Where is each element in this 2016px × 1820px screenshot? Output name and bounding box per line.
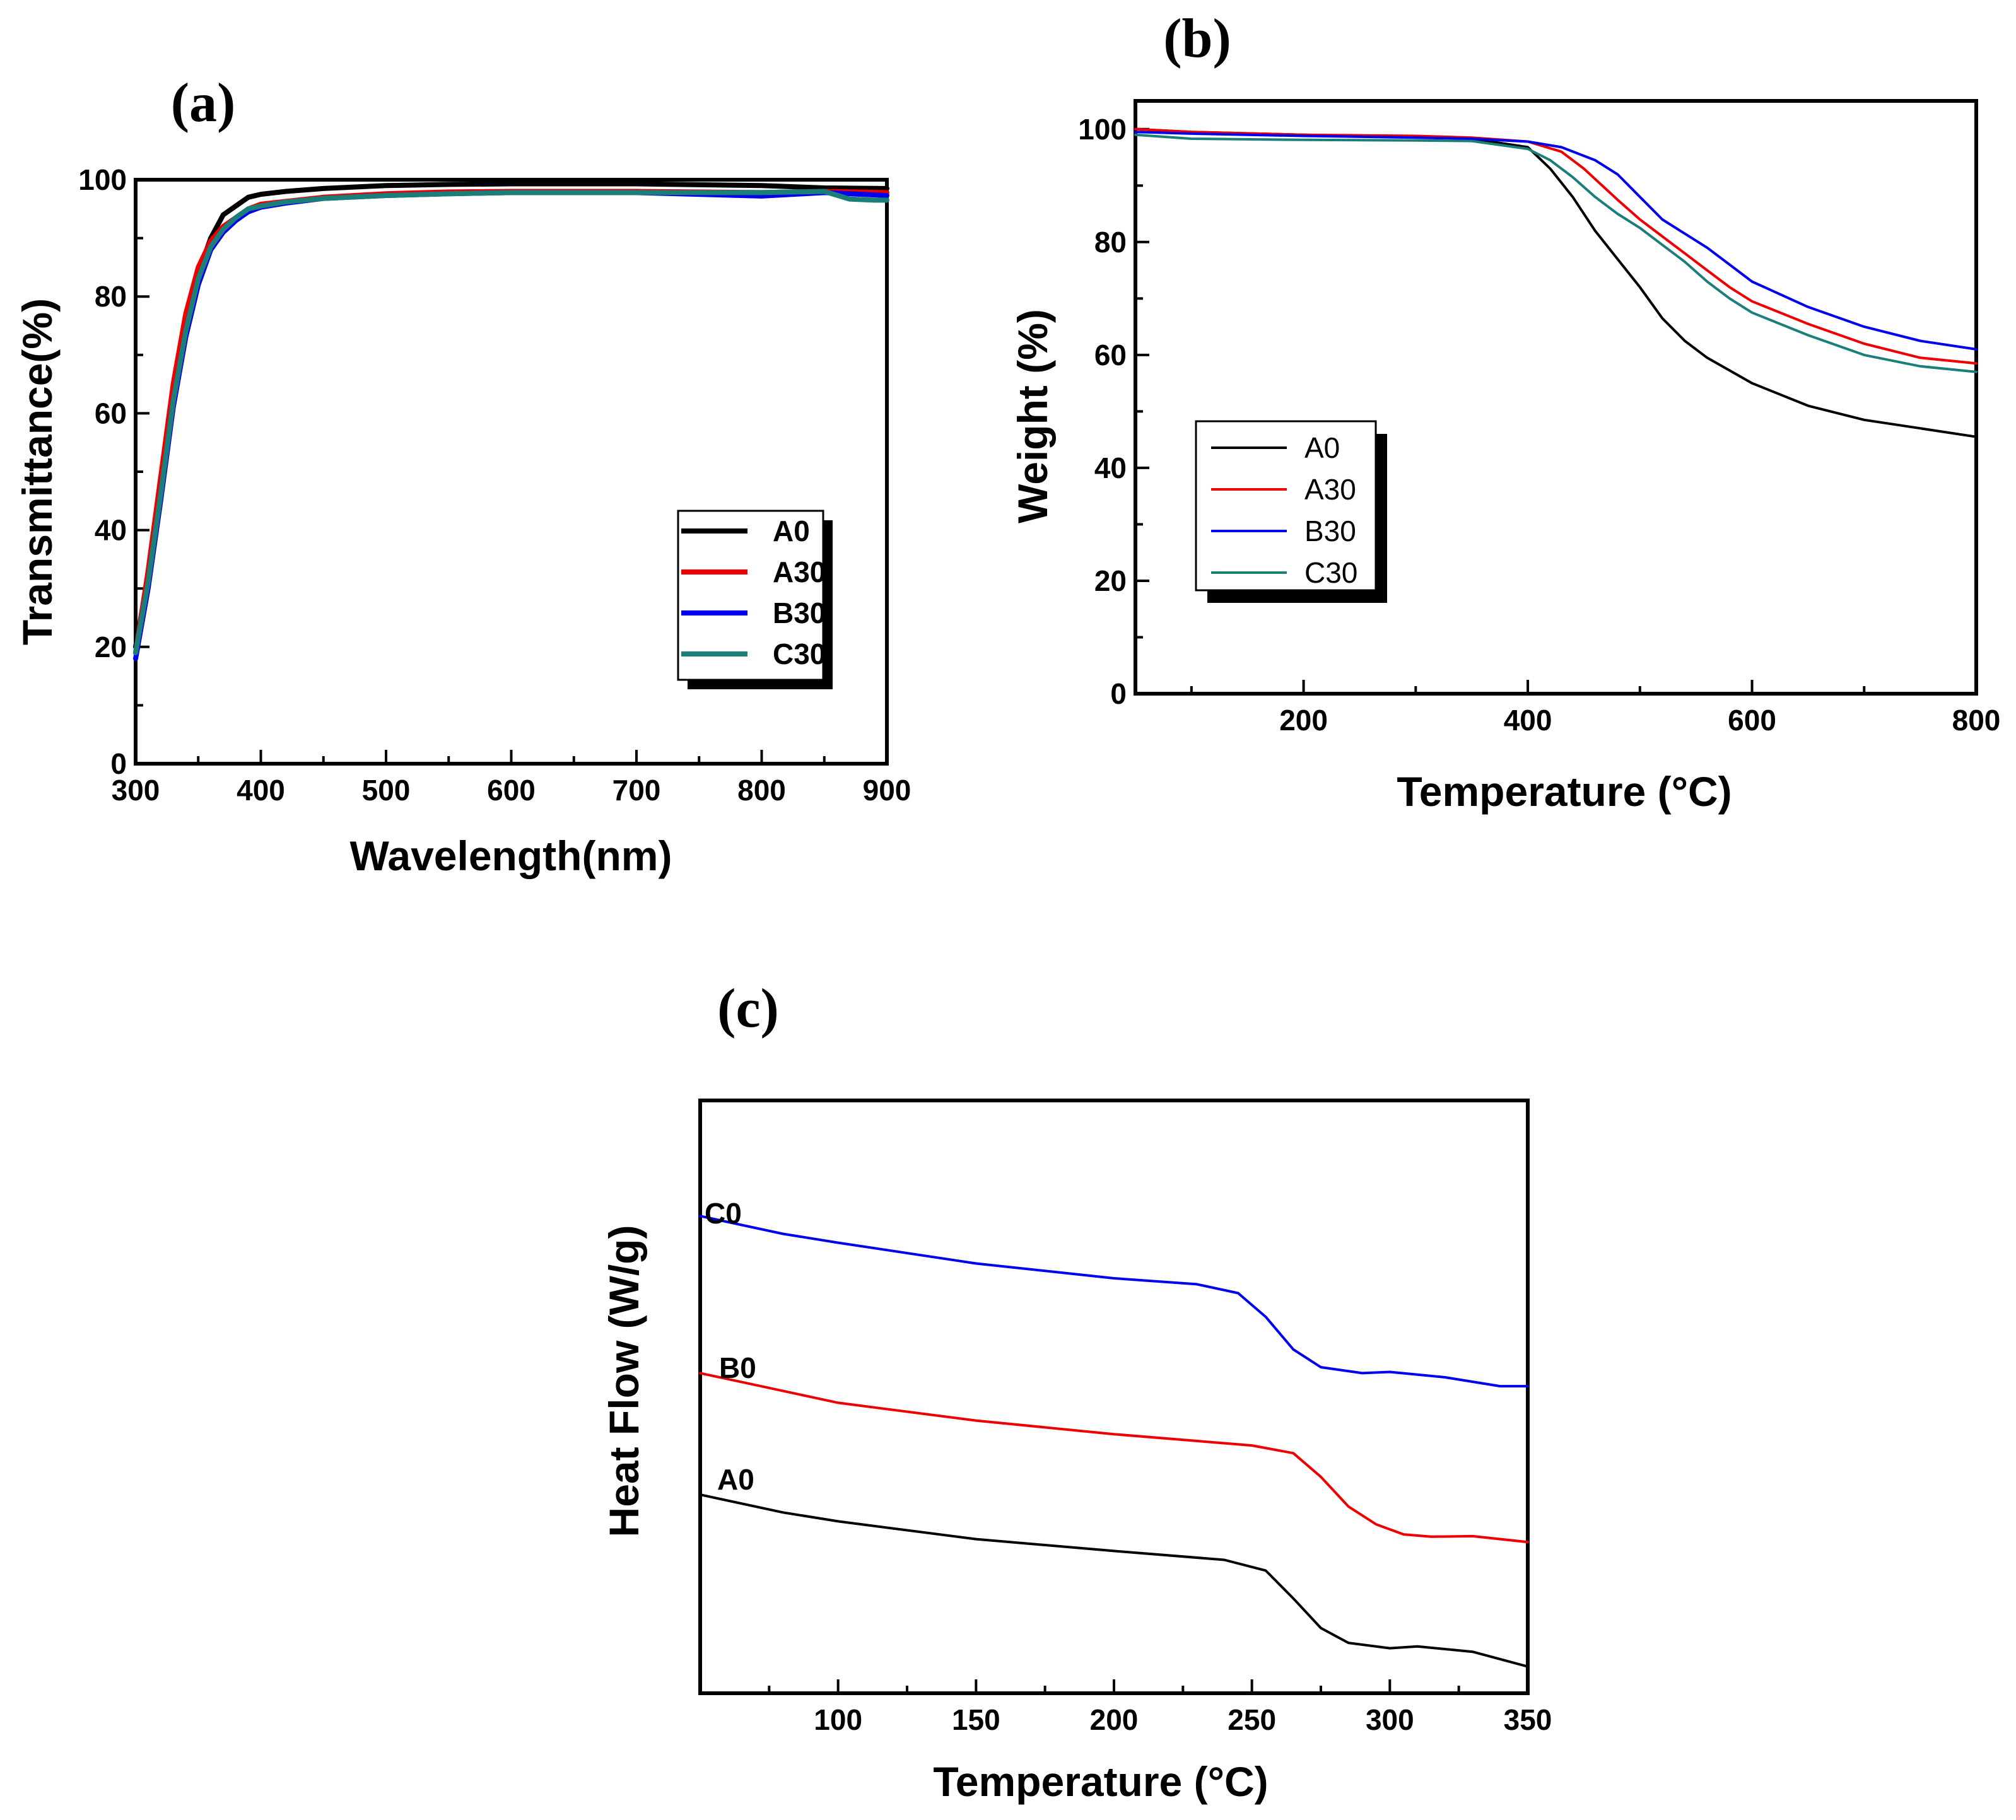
y-tick-label: 40 xyxy=(95,514,127,547)
x-tick-label: 300 xyxy=(1366,1703,1414,1736)
panel-b-plot-frame xyxy=(1134,99,1978,696)
y-tick-label: 40 xyxy=(1094,452,1127,484)
y-tick-label: 0 xyxy=(110,747,127,780)
x-tick-label: 800 xyxy=(1952,704,2001,737)
legend-label-a30: A30 xyxy=(1304,473,1356,506)
panel-c-ticks: 100 150 200 250 300 350 xyxy=(768,1679,1552,1736)
series-line-a0 xyxy=(1134,127,1978,438)
series-line-c30 xyxy=(133,189,889,656)
legend-label-a0: A0 xyxy=(773,515,810,547)
panel-b-y-axis-title: Weight (%) xyxy=(1009,309,1056,523)
panel-b-legend: A0 A30 B30 C30 xyxy=(1195,420,1387,603)
x-tick-label: 400 xyxy=(237,774,285,807)
x-tick-label: 900 xyxy=(863,774,911,807)
panel-c-series xyxy=(699,1215,1529,1668)
legend-label-c30: C30 xyxy=(1304,556,1357,589)
panel-a-y-axis-title: Transmittance(%) xyxy=(14,298,61,645)
y-tick-label: 60 xyxy=(95,397,127,429)
panel-a-series xyxy=(133,181,889,662)
panel-c-x-axis-title: Temperature (°C) xyxy=(933,1758,1268,1805)
curve-label-b0: B0 xyxy=(719,1351,756,1384)
y-tick-label: 20 xyxy=(1094,564,1127,597)
panel-b-legend-box xyxy=(1195,420,1377,592)
series-line-c0 xyxy=(699,1215,1529,1388)
legend-label-c30: C30 xyxy=(773,638,826,670)
series-line-b30 xyxy=(1134,131,1978,351)
panel-a-legend: A0 A30 B30 C30 xyxy=(677,510,833,689)
panel-b-ticks: 200 400 600 800 0 20 40 60 80 100 xyxy=(1078,113,2000,737)
panel-a-legend-items: A0 A30 B30 C30 xyxy=(681,515,826,670)
x-tick-label: 350 xyxy=(1504,1703,1552,1736)
panel-b-weight-chart: (b) 200 400 600 800 0 20 40 60 80 100 Temperature… xyxy=(1009,8,2000,815)
legend-label-b30: B30 xyxy=(1304,515,1356,547)
y-tick-label: 80 xyxy=(1094,226,1127,259)
x-tick-label: 400 xyxy=(1504,704,1552,737)
panel-a-ticks: 300 400 500 600 700 800 900 0 20 40 60 80 100 xyxy=(78,163,911,807)
curve-label-a0: A0 xyxy=(717,1463,754,1496)
x-tick-label: 500 xyxy=(362,774,411,807)
panel-c-y-axis-title: Heat Flow (W/g) xyxy=(601,1225,647,1537)
y-tick-label: 60 xyxy=(1094,339,1127,371)
series-line-c30 xyxy=(1134,133,1978,373)
panel-c-curve-labels: C0 B0 A0 xyxy=(705,1197,756,1496)
legend-label-a30: A30 xyxy=(773,556,826,588)
x-tick-label: 150 xyxy=(952,1703,1000,1736)
y-tick-label: 20 xyxy=(95,631,127,663)
x-tick-label: 300 xyxy=(112,774,160,807)
x-tick-label: 100 xyxy=(814,1703,862,1736)
panel-b-legend-items: A0 A30 B30 C30 xyxy=(1211,431,1357,589)
series-line-a30 xyxy=(1134,127,1978,365)
y-tick-label: 100 xyxy=(1078,113,1127,146)
panel-c-heat-flow-chart: (c) 100 150 200 250 300 350 C0 B0 A0 Temperatur… xyxy=(601,978,1552,1805)
panel-b-x-axis-title: Temperature (°C) xyxy=(1397,768,1732,815)
panel-a-transmittance-chart: (a) 300 400 500 600 700 800 900 0 20 40 60 80 100 Wa… xyxy=(14,73,911,879)
legend-label-b30: B30 xyxy=(773,597,826,629)
x-tick-label: 600 xyxy=(487,774,536,807)
panel-b-label: (b) xyxy=(1163,8,1231,69)
panel-a-x-axis-title: Wavelength(nm) xyxy=(350,832,672,879)
legend-label-a0: A0 xyxy=(1304,431,1340,464)
y-tick-label: 100 xyxy=(78,163,127,196)
curve-label-c0: C0 xyxy=(705,1197,742,1230)
panel-c-plot-frame xyxy=(698,1099,1530,1695)
x-tick-label: 800 xyxy=(737,774,786,807)
y-tick-label: 0 xyxy=(1110,677,1127,710)
x-tick-label: 200 xyxy=(1279,704,1328,737)
panel-a-label: (a) xyxy=(171,73,236,134)
series-line-a0 xyxy=(699,1493,1529,1668)
x-tick-label: 200 xyxy=(1090,1703,1139,1736)
series-line-b0 xyxy=(699,1372,1529,1544)
panel-b-series xyxy=(1134,127,1978,438)
y-tick-label: 80 xyxy=(95,280,127,313)
x-tick-label: 700 xyxy=(612,774,661,807)
x-tick-label: 250 xyxy=(1228,1703,1276,1736)
panel-c-label: (c) xyxy=(717,978,779,1039)
x-tick-label: 600 xyxy=(1728,704,1776,737)
